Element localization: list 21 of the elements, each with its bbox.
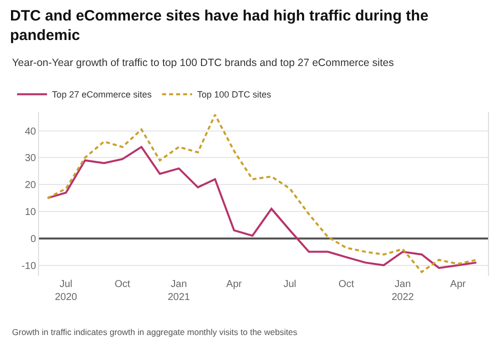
- x-tick-label: Oct: [338, 279, 354, 290]
- y-tick-label: 40: [24, 126, 36, 138]
- line-series: [46, 114, 478, 273]
- x-tick-label: Jul: [283, 279, 296, 290]
- chart-subtitle: Year-on-Year growth of traffic to top 100 DTC brands and top 27 eCommerce sites: [12, 57, 394, 69]
- x-tick-label: Oct: [114, 279, 130, 290]
- y-tick-label: 30: [24, 153, 36, 164]
- x-tick-label: Apr: [226, 279, 243, 290]
- legend-label: Top 27 eCommerce sites: [52, 90, 152, 100]
- legend-label: Top 100 DTC sites: [197, 90, 272, 100]
- x-tick-label: Apr: [450, 279, 466, 290]
- text: Growth in traffic indicates growth in aggregate monthly visits to the websites: [12, 327, 298, 337]
- y-tick-label: 20: [24, 180, 36, 192]
- y-tick-label: 10: [24, 206, 36, 218]
- y-tick-label: -10: [22, 260, 36, 272]
- x-tick-label: Jul 2020: [54, 279, 78, 303]
- x-tick-label: Jan 2021: [168, 279, 190, 303]
- chart-title: DTC and eCommerce sites have had high traffic during the pandemic: [10, 7, 428, 44]
- line-series: [46, 146, 478, 269]
- x-tick-label: Jan 2022: [392, 279, 414, 303]
- y-tick-label: 0: [30, 234, 36, 245]
